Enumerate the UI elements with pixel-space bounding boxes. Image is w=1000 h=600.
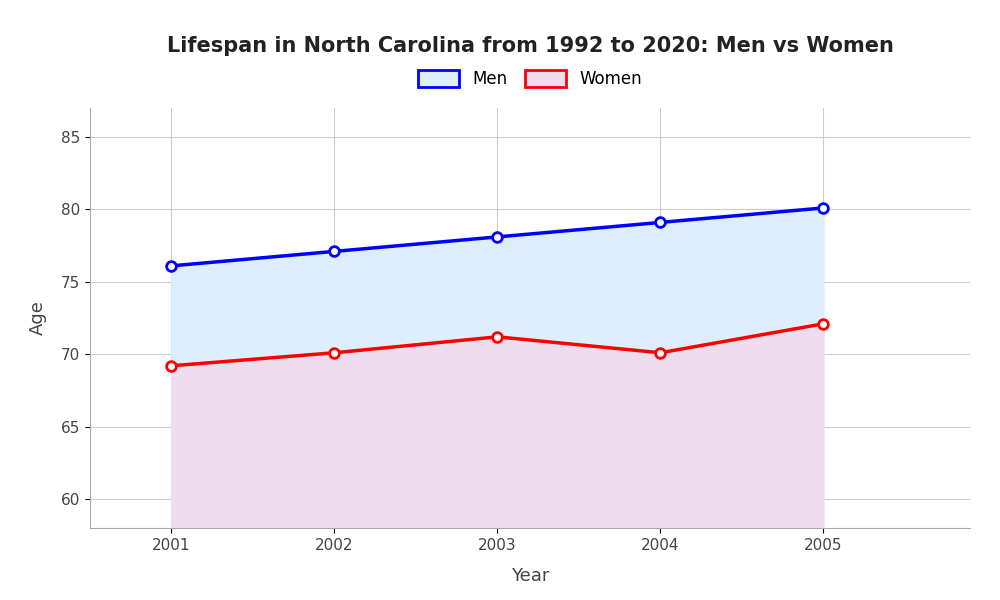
X-axis label: Year: Year bbox=[511, 566, 549, 584]
Title: Lifespan in North Carolina from 1992 to 2020: Men vs Women: Lifespan in North Carolina from 1992 to … bbox=[167, 37, 893, 56]
Legend: Men, Women: Men, Women bbox=[409, 62, 651, 97]
Y-axis label: Age: Age bbox=[29, 301, 47, 335]
